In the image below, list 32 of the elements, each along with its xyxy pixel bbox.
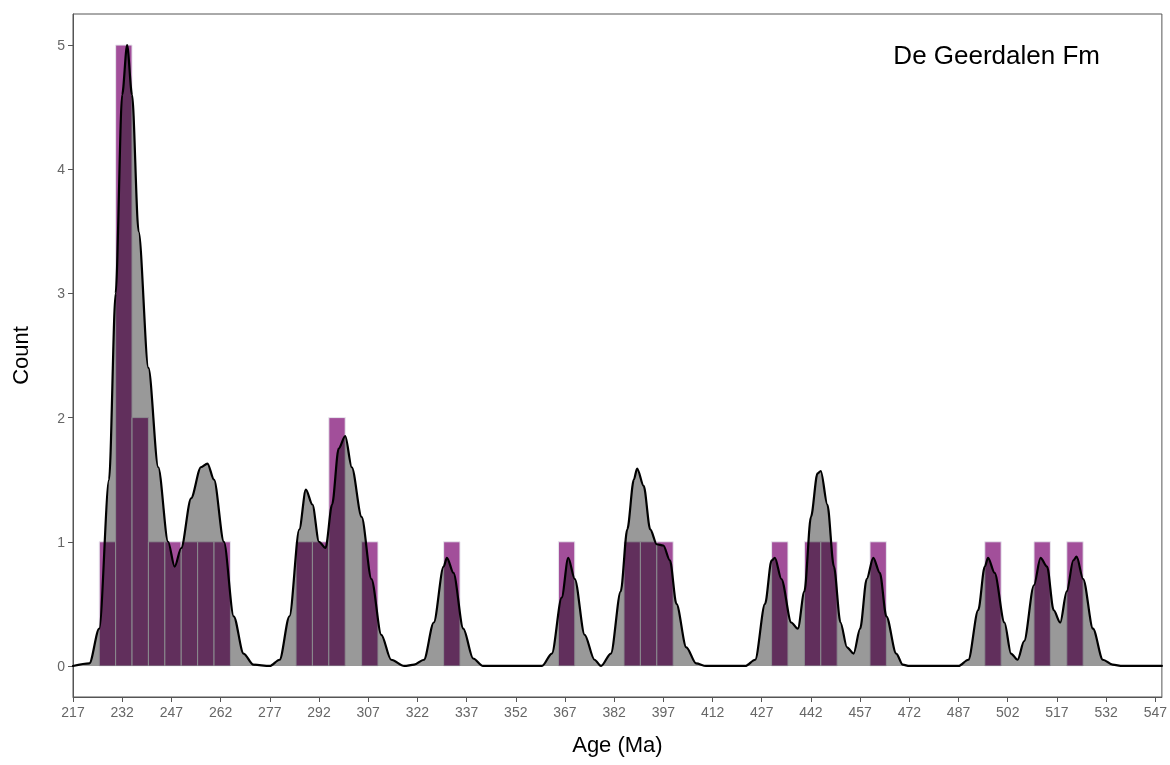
- y-tick-label: 4: [57, 161, 66, 178]
- x-axis-title: Age (Ma): [572, 731, 663, 757]
- x-tick-label: 517: [1045, 704, 1069, 720]
- x-tick-label: 232: [110, 704, 135, 720]
- annotation: De Geerdalen Fm: [893, 40, 1101, 70]
- y-axis-title: Count: [7, 326, 33, 385]
- x-tick-label: 427: [750, 704, 774, 720]
- x-tick-label: 322: [405, 704, 430, 720]
- x-tick-label: 502: [996, 704, 1020, 720]
- x-tick-label: 532: [1094, 704, 1119, 720]
- y-tick-label: 1: [57, 533, 66, 550]
- x-tick-label: 442: [799, 704, 823, 720]
- y-tick-label: 2: [57, 409, 66, 426]
- x-tick-label: 547: [1143, 704, 1168, 720]
- x-tick-label: 337: [454, 704, 479, 720]
- x-tick-label: 382: [602, 704, 627, 720]
- x-tick-label: 307: [356, 704, 381, 720]
- x-tick-label: 292: [307, 704, 331, 720]
- x-tick-label: 277: [258, 704, 282, 720]
- x-tick-label: 367: [553, 704, 577, 720]
- x-tick-label: 487: [946, 704, 971, 720]
- x-tick-label: 352: [504, 704, 528, 720]
- y-tick-label: 5: [57, 37, 66, 54]
- x-tick-label: 457: [848, 704, 873, 720]
- x-tick-label: 472: [897, 704, 922, 720]
- x-tick-label: 412: [700, 704, 725, 720]
- x-tick-label: 247: [159, 704, 184, 720]
- x-tick-label: 262: [208, 704, 233, 720]
- y-tick-label: 0: [57, 657, 66, 674]
- x-tick-label: 397: [651, 704, 676, 720]
- y-tick-label: 3: [57, 285, 66, 302]
- x-tick-label: 217: [61, 704, 85, 720]
